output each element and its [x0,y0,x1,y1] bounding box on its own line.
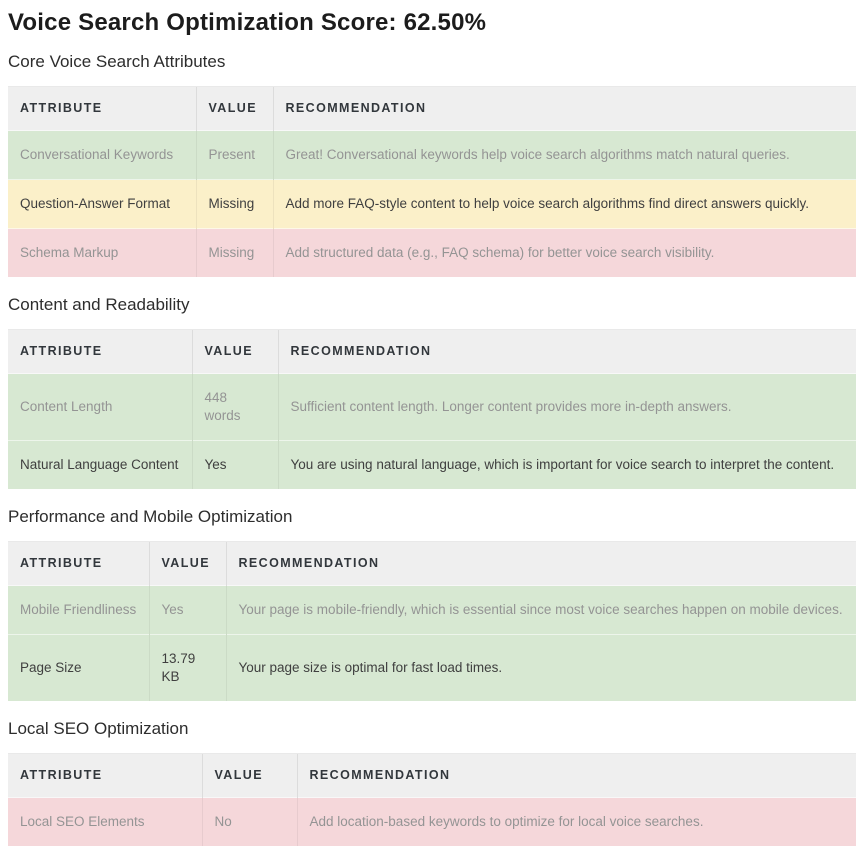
table-header-row: ATTRIBUTE VALUE RECOMMENDATION [8,329,856,374]
section-heading: Content and Readability [8,295,190,314]
value-cell: Missing [195,228,273,277]
attribute-cell: Schema Markup [8,228,196,277]
report-section: Core Voice Search Attributes ATTRIBUTE VAL… [8,51,856,277]
table-header: ATTRIBUTE VALUE RECOMMENDATION [8,86,856,131]
report-sections-container: Core Voice Search Attributes ATTRIBUTE VAL… [8,51,856,846]
column-header-recommendation: RECOMMENDATION [277,329,856,374]
report-section: Content and Readability ATTRIBUTE VALUE REC… [8,294,856,489]
column-header-value: VALUE [195,86,273,131]
recommendation-cell: Add more FAQ-style content to help voice… [272,179,856,229]
section-heading: Core Voice Search Attributes [8,52,226,71]
value-cell: Present [195,130,273,180]
table-body: Conversational Keywords Present Great! Con… [8,130,856,277]
table-header-row: ATTRIBUTE VALUE RECOMMENDATION [8,753,856,798]
recommendation-cell: Add structured data (e.g., FAQ schema) f… [272,228,856,277]
value-cell: Missing [195,179,273,229]
attribute-cell: Mobile Friendliness [8,585,149,635]
recommendation-cell: You are using natural language, which is… [277,440,856,489]
attribute-cell: Page Size [8,634,149,701]
attribute-cell: Conversational Keywords [8,130,196,180]
section-heading: Performance and Mobile Optimization [8,507,293,526]
table-header-row: ATTRIBUTE VALUE RECOMMENDATION [8,541,856,586]
table-header-row: ATTRIBUTE VALUE RECOMMENDATION [8,86,856,131]
table-row: Content Length 448 words Sufficient conten… [8,373,856,441]
table-row: Local SEO Elements No Add location-based k… [8,797,856,846]
column-header-attribute: ATTRIBUTE [8,329,192,374]
page-title: Voice Search Optimization Score: 62.50% [8,9,487,36]
value-cell: Yes [191,440,278,489]
table-body: Local SEO Elements No Add location-based k… [8,797,856,846]
recommendation-cell: Add location-based keywords to optimize … [296,797,856,846]
attributes-table: ATTRIBUTE VALUE RECOMMENDATION Local SEO El… [8,753,856,846]
table-header: ATTRIBUTE VALUE RECOMMENDATION [8,541,856,586]
column-header-attribute: ATTRIBUTE [8,86,196,131]
column-header-recommendation: RECOMMENDATION [225,541,856,586]
column-header-attribute: ATTRIBUTE [8,541,149,586]
table-row: Conversational Keywords Present Great! Con… [8,130,856,180]
table-row: Schema Markup Missing Add structured data … [8,228,856,277]
attribute-cell: Natural Language Content [8,440,192,489]
table-header: ATTRIBUTE VALUE RECOMMENDATION [8,753,856,798]
recommendation-cell: Your page size is optimal for fast load … [225,634,856,701]
attributes-table: ATTRIBUTE VALUE RECOMMENDATION Conversation… [8,86,856,277]
attribute-cell: Content Length [8,373,192,441]
report-section: Performance and Mobile Optimization ATTRI… [8,506,856,701]
value-cell: Yes [148,585,226,635]
column-header-value: VALUE [201,753,297,798]
attributes-table: ATTRIBUTE VALUE RECOMMENDATION Content Leng… [8,329,856,489]
column-header-recommendation: RECOMMENDATION [296,753,856,798]
value-cell: No [201,797,297,846]
recommendation-cell: Your page is mobile-friendly, which is e… [225,585,856,635]
column-header-value: VALUE [148,541,226,586]
table-header: ATTRIBUTE VALUE RECOMMENDATION [8,329,856,374]
attribute-cell: Local SEO Elements [8,797,202,846]
column-header-recommendation: RECOMMENDATION [272,86,856,131]
column-header-attribute: ATTRIBUTE [8,753,202,798]
report-section: Local SEO Optimization ATTRIBUTE VALUE RECO… [8,718,856,846]
table-body: Mobile Friendliness Yes Your page is mobil… [8,585,856,701]
table-body: Content Length 448 words Sufficient conten… [8,373,856,489]
recommendation-cell: Sufficient content length. Longer conten… [277,373,856,441]
column-header-value: VALUE [191,329,278,374]
recommendation-cell: Great! Conversational keywords help voic… [272,130,856,180]
value-cell: 13.79 KB [148,634,226,701]
attribute-cell: Question-Answer Format [8,179,196,229]
value-cell: 448 words [191,373,278,441]
attributes-table: ATTRIBUTE VALUE RECOMMENDATION Mobile Frien… [8,541,856,701]
section-heading: Local SEO Optimization [8,719,189,738]
table-row: Mobile Friendliness Yes Your page is mobil… [8,585,856,635]
table-row: Natural Language Content Yes You are using… [8,440,856,489]
table-row: Page Size 13.79 KB Your page size is optim… [8,634,856,701]
table-row: Question-Answer Format Missing Add more FA… [8,179,856,229]
